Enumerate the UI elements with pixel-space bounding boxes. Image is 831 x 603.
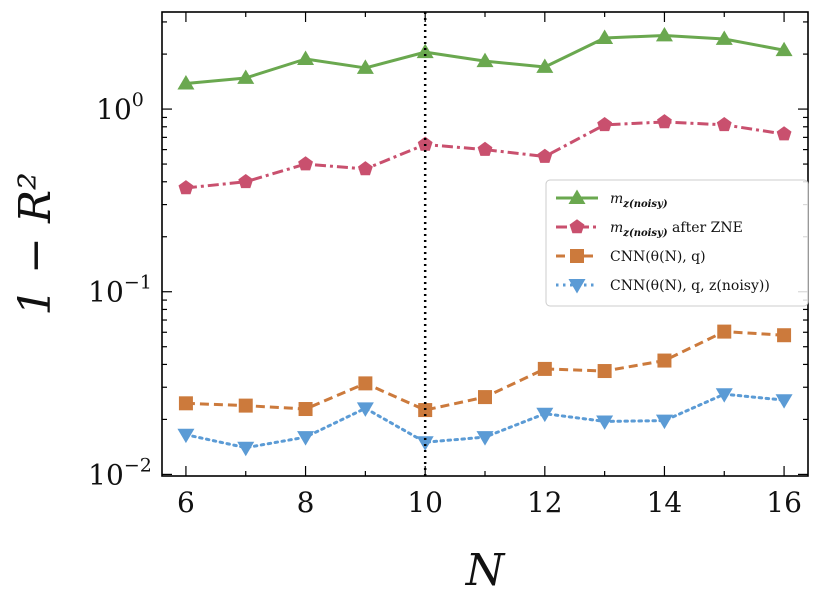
data-point [657, 353, 672, 368]
data-point [597, 117, 613, 132]
data-point [476, 52, 494, 68]
legend-marker [569, 219, 585, 234]
data-point [478, 390, 492, 405]
data-point [298, 402, 313, 417]
legend: mz(noisy) mz(noisy) after ZNE CNN(θ(N), q)… [545, 179, 809, 307]
legend-entry-4: CNN(θ(N), q, z(noisy)) [556, 278, 770, 294]
legend-box [545, 179, 809, 307]
data-point [536, 407, 554, 423]
data-point [537, 148, 553, 163]
y-tick-label: 10−1 [88, 272, 152, 309]
legend-entry-1: mz(noisy) [556, 189, 668, 210]
data-point [358, 376, 373, 391]
legend-marker [568, 279, 586, 294]
legend-entry-2: mz(noisy) after ZNE [556, 219, 743, 239]
data-point [418, 403, 433, 418]
series-line [185, 120, 785, 190]
x-tick-label: 10 [407, 486, 443, 519]
y-axis-label: 1 − R² [10, 172, 61, 316]
data-point [298, 156, 313, 171]
data-point [476, 431, 494, 446]
data-point [715, 388, 733, 403]
data-point [417, 136, 433, 151]
data-point [237, 441, 255, 457]
legend-label: mz(noisy) after ZNE [610, 220, 743, 239]
data-point [357, 161, 373, 176]
data-point [597, 364, 612, 379]
data-point [416, 436, 434, 451]
x-tick-label: 6 [177, 486, 195, 519]
x-tick-label: 8 [297, 486, 315, 519]
data-point [537, 361, 552, 376]
data-point [297, 50, 315, 65]
data-point [237, 69, 255, 84]
y-tick-label: 10−2 [88, 454, 152, 491]
series-4 [177, 388, 793, 457]
data-point [477, 141, 493, 156]
series-1 [177, 26, 793, 90]
data-point [655, 414, 673, 430]
series-layer [177, 26, 793, 457]
data-point [657, 114, 672, 129]
data-point [717, 324, 732, 339]
data-point [297, 431, 315, 446]
data-point [716, 117, 732, 132]
x-tick-label: 12 [527, 486, 563, 519]
data-point [775, 394, 793, 409]
legend-label: CNN(θ(N), q) [610, 249, 706, 265]
data-point [775, 41, 793, 57]
data-point [178, 396, 193, 411]
data-point [655, 26, 673, 42]
y-tick-label: 100 [96, 89, 144, 126]
x-tick-label: 16 [766, 486, 802, 519]
data-point [715, 30, 733, 45]
data-point [238, 398, 253, 413]
data-point [356, 59, 374, 74]
legend-marker [570, 249, 584, 263]
data-point [596, 415, 614, 430]
series-2 [178, 114, 792, 195]
legend-entry-3: CNN(θ(N), q) [556, 249, 706, 265]
legend-label: CNN(θ(N), q, z(noisy)) [610, 278, 770, 294]
series-3 [178, 324, 792, 418]
data-point [776, 126, 792, 141]
data-point [536, 58, 554, 73]
data-point [238, 173, 254, 189]
axes: 6 8 10 12 14 16 10−2 10−1 100 [88, 11, 809, 519]
x-tick-label: 14 [647, 486, 683, 519]
data-point [356, 402, 374, 417]
legend-marker [568, 189, 586, 204]
legend-label: mz(noisy) [610, 191, 668, 210]
data-point [177, 75, 195, 90]
data-point [416, 43, 434, 59]
data-point [777, 328, 792, 343]
data-point [596, 29, 614, 44]
data-point [178, 180, 194, 195]
x-axis-label: N [465, 545, 506, 596]
data-point [177, 428, 195, 444]
